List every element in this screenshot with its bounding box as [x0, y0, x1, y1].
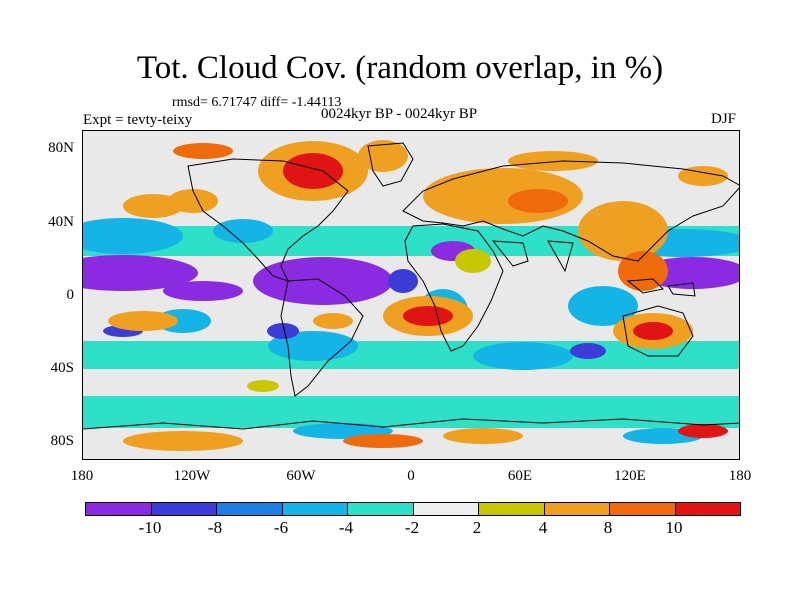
colorbar-label: 8: [603, 518, 613, 537]
map-panel: [82, 130, 740, 460]
lat-label-40n: 40N: [48, 214, 74, 230]
colorbar-label: 4: [538, 518, 548, 537]
colorbar-label: -2: [404, 518, 420, 537]
lon-label-0: 0: [407, 468, 415, 484]
coastlines: [83, 142, 739, 430]
lon-label-60w: 60W: [286, 468, 316, 484]
colorbar-label: -4: [338, 518, 354, 537]
lon-label-120w: 120W: [173, 468, 211, 484]
experiment-label: Expt = tevty-teixy: [83, 112, 193, 128]
lon-label-60e: 60E: [507, 468, 533, 484]
lat-label-80n: 80N: [48, 140, 74, 156]
lat-label-40s: 40S: [50, 360, 74, 376]
lon-label-180w: 180: [70, 468, 94, 484]
colorbar-label: 10: [665, 518, 683, 537]
colorbar-swatch: [85, 502, 151, 516]
season-label: DJF: [711, 111, 737, 127]
period-label: 0024kyr BP - 0024kyr BP: [321, 106, 478, 122]
stats-label: rmsd= 6.71747 diff= -1.44113: [172, 95, 342, 110]
colorbar-swatch: [543, 502, 610, 516]
map-title: Tot. Cloud Cov. (random overlap, in %): [136, 50, 664, 86]
colorbar-swatch: [412, 502, 479, 516]
colorbar-swatch: [674, 502, 741, 516]
colorbar-label: -6: [273, 518, 289, 537]
lon-label-120e: 120E: [614, 468, 646, 484]
colorbar-label: -10: [138, 518, 162, 537]
colorbar-label: 2: [472, 518, 482, 537]
cloud-cover-field: [83, 140, 739, 451]
colorbar-label: -8: [207, 518, 223, 537]
colorbar-swatch: [281, 502, 348, 516]
colorbar-swatch: [216, 502, 282, 516]
lat-label-80s: 80S: [50, 433, 74, 449]
colorbar-swatch: [478, 502, 544, 516]
colorbar-swatch: [150, 502, 217, 516]
anomaly-field: [83, 140, 739, 451]
colorbar-swatch: [609, 502, 675, 516]
lat-label-eq: 0: [66, 287, 75, 303]
lon-label-180e: 180: [728, 468, 752, 484]
colorbar-swatch: [347, 502, 413, 516]
